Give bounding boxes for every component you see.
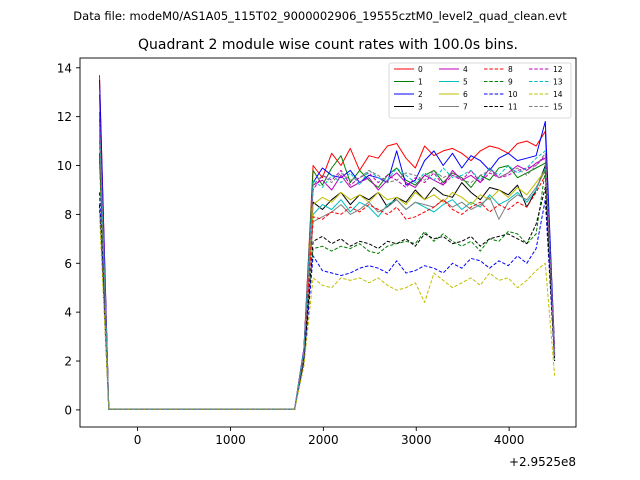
y-tick-label: 0	[64, 403, 72, 417]
series-line-10	[99, 192, 556, 410]
legend-label-3: 3	[418, 102, 423, 111]
legend-label-10: 10	[508, 90, 518, 99]
series-line-9	[99, 160, 556, 410]
x-offset-label: +2.9525e8	[509, 455, 576, 469]
legend-label-4: 4	[463, 65, 468, 74]
y-tick-label: 8	[64, 208, 72, 222]
legend-label-6: 6	[463, 90, 468, 99]
legend-label-7: 7	[463, 102, 468, 111]
x-tick-label: 4000	[494, 433, 525, 447]
series-line-15	[99, 133, 556, 410]
y-tick-label: 14	[57, 61, 72, 75]
legend-label-11: 11	[508, 102, 518, 111]
series-line-12	[99, 119, 556, 410]
legend-box	[388, 62, 572, 119]
y-tick-label: 4	[64, 306, 72, 320]
figure-suptitle: Data file: modeM0/AS1A05_115T02_90000029…	[73, 9, 567, 23]
series-line-3	[99, 153, 556, 410]
chart-title: Quadrant 2 module wise count rates with …	[138, 37, 518, 53]
series-line-13	[99, 126, 556, 410]
y-tick-label: 2	[64, 355, 72, 369]
legend-label-5: 5	[463, 77, 468, 86]
x-tick-label: 2000	[308, 433, 339, 447]
series-line-11	[99, 187, 556, 410]
legend-label-12: 12	[553, 65, 563, 74]
legend-label-2: 2	[418, 90, 423, 99]
series-line-6	[99, 128, 556, 410]
y-tick-label: 10	[57, 159, 72, 173]
x-tick-label: 1000	[215, 433, 246, 447]
series-line-2	[99, 79, 556, 410]
legend-label-1: 1	[418, 77, 423, 86]
x-tick-label: 0	[134, 433, 142, 447]
axes-frame	[79, 57, 577, 428]
y-tick-label: 6	[64, 257, 72, 271]
legend-label-14: 14	[553, 90, 563, 99]
y-tick-label: 12	[57, 110, 72, 124]
legend-label-15: 15	[553, 102, 563, 111]
legend-label-13: 13	[553, 77, 563, 86]
legend-label-8: 8	[508, 65, 513, 74]
series-line-8	[99, 141, 556, 410]
legend-label-9: 9	[508, 77, 513, 86]
x-tick-label: 3000	[401, 433, 432, 447]
legend-label-0: 0	[418, 65, 423, 74]
series-line-7	[99, 136, 556, 410]
series-line-14	[99, 214, 556, 410]
